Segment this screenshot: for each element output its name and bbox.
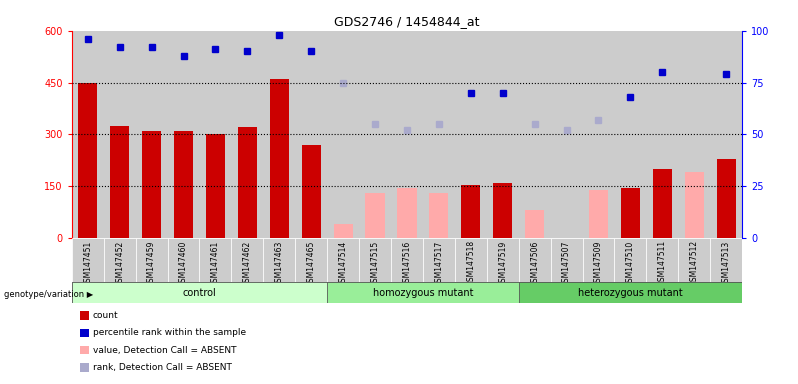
Bar: [295, 238, 327, 282]
Bar: [646, 238, 678, 282]
Bar: [334, 224, 353, 238]
Text: GSM147517: GSM147517: [434, 240, 444, 286]
Bar: [710, 238, 742, 282]
Bar: [678, 31, 710, 238]
Bar: [365, 193, 385, 238]
Bar: [110, 126, 129, 238]
Text: GSM147511: GSM147511: [658, 240, 667, 286]
Bar: [429, 193, 448, 238]
Bar: [72, 282, 327, 303]
Text: control: control: [183, 288, 216, 298]
Bar: [142, 131, 161, 238]
Text: GSM147465: GSM147465: [306, 240, 316, 287]
Bar: [614, 238, 646, 282]
Bar: [104, 238, 136, 282]
Bar: [621, 188, 640, 238]
Bar: [423, 31, 455, 238]
Bar: [519, 238, 551, 282]
Bar: [231, 31, 263, 238]
Text: GSM147459: GSM147459: [147, 240, 156, 287]
Bar: [391, 31, 423, 238]
Text: GSM147463: GSM147463: [275, 240, 284, 287]
Text: GSM147451: GSM147451: [83, 240, 93, 286]
Bar: [551, 238, 583, 282]
Bar: [72, 238, 104, 282]
Text: count: count: [93, 311, 118, 320]
Bar: [168, 31, 200, 238]
Bar: [168, 238, 200, 282]
Bar: [455, 238, 487, 282]
Bar: [231, 238, 263, 282]
Bar: [487, 31, 519, 238]
Bar: [519, 31, 551, 238]
Text: GSM147507: GSM147507: [562, 240, 571, 287]
Text: GSM147514: GSM147514: [338, 240, 348, 286]
Bar: [461, 184, 480, 238]
Bar: [359, 238, 391, 282]
Bar: [685, 172, 704, 238]
Bar: [551, 31, 583, 238]
Text: GSM147512: GSM147512: [689, 240, 699, 286]
Bar: [72, 31, 104, 238]
Bar: [295, 31, 327, 238]
Bar: [391, 238, 423, 282]
Bar: [583, 31, 614, 238]
Bar: [614, 31, 646, 238]
Bar: [206, 134, 225, 238]
Text: value, Detection Call = ABSENT: value, Detection Call = ABSENT: [93, 346, 236, 355]
Bar: [583, 238, 614, 282]
Bar: [423, 238, 455, 282]
Text: percentile rank within the sample: percentile rank within the sample: [93, 328, 246, 338]
Bar: [302, 145, 321, 238]
Bar: [136, 31, 168, 238]
Text: GSM147519: GSM147519: [498, 240, 508, 286]
Text: GSM147461: GSM147461: [211, 240, 220, 286]
Bar: [327, 238, 359, 282]
Text: GSM147460: GSM147460: [179, 240, 188, 287]
Text: GSM147509: GSM147509: [594, 240, 603, 287]
Bar: [78, 83, 97, 238]
Text: homozygous mutant: homozygous mutant: [373, 288, 473, 298]
Text: GSM147516: GSM147516: [402, 240, 412, 286]
Text: GSM147506: GSM147506: [530, 240, 539, 287]
Text: GSM147452: GSM147452: [115, 240, 124, 286]
Bar: [710, 31, 742, 238]
Bar: [717, 159, 736, 238]
Bar: [455, 31, 487, 238]
Text: GSM147513: GSM147513: [721, 240, 731, 286]
Text: GSM147462: GSM147462: [243, 240, 252, 286]
Bar: [519, 282, 742, 303]
Bar: [359, 31, 391, 238]
Text: GSM147510: GSM147510: [626, 240, 635, 286]
Bar: [104, 31, 136, 238]
Bar: [270, 79, 289, 238]
Text: genotype/variation ▶: genotype/variation ▶: [4, 290, 93, 299]
Bar: [487, 238, 519, 282]
Bar: [200, 31, 231, 238]
Bar: [136, 238, 168, 282]
Bar: [174, 131, 193, 238]
Bar: [589, 190, 608, 238]
Bar: [525, 210, 544, 238]
Text: GSM147515: GSM147515: [370, 240, 380, 286]
Text: heterozygous mutant: heterozygous mutant: [578, 288, 683, 298]
Bar: [646, 31, 678, 238]
Bar: [493, 183, 512, 238]
Bar: [653, 169, 672, 238]
Bar: [327, 282, 519, 303]
Text: rank, Detection Call = ABSENT: rank, Detection Call = ABSENT: [93, 363, 231, 372]
Bar: [263, 31, 295, 238]
Bar: [678, 238, 710, 282]
Bar: [397, 188, 417, 238]
Bar: [238, 127, 257, 238]
Title: GDS2746 / 1454844_at: GDS2746 / 1454844_at: [334, 15, 480, 28]
Bar: [263, 238, 295, 282]
Text: GSM147518: GSM147518: [466, 240, 476, 286]
Bar: [200, 238, 231, 282]
Bar: [327, 31, 359, 238]
